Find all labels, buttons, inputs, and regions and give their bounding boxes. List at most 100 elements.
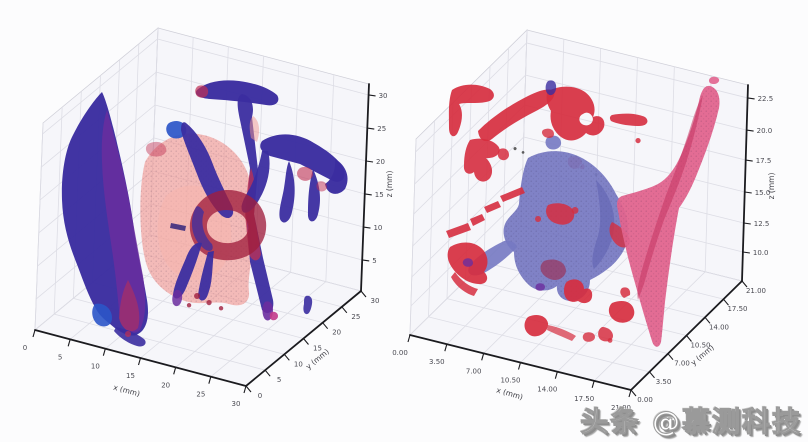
left-claw-hook [325,159,348,194]
left-salmon-red-bit [145,141,167,157]
right-red-inside-b [540,259,566,281]
left-sheet-tail [114,327,146,347]
left-claw-prong-b [279,161,295,223]
x-tick-label: 10.50 [500,377,520,385]
grid-line [157,38,369,96]
grid-line [428,316,650,373]
grid-line [154,104,367,162]
y-tick-mark [686,335,692,342]
grid-line [54,313,266,371]
x-tick-label: 15 [126,372,135,380]
left-leg-a [173,242,202,299]
left-sheet-blue-foot [92,303,112,327]
z-tick-label: 17.5 [756,157,772,165]
z-axis-label: z (mm) [767,173,776,200]
z-axis-spine [741,84,749,282]
x-tick-label: 25 [196,391,205,399]
y-tick-mark [723,298,729,306]
x-tick-mark [628,389,632,398]
y-tick-label: 5 [277,376,281,384]
y-tick-label: 20 [332,329,341,337]
right-red-cluster [463,138,500,182]
right-dash-d [446,223,471,238]
right-bottom-red-c [608,301,635,323]
grid-line [446,298,669,355]
right-ring-bit-red [541,128,554,138]
x-tick-mark [67,339,71,347]
x-tick-label: 30 [232,400,241,408]
left-blue-spot [166,120,187,139]
grid-line [428,120,435,317]
right-bottom-red-e [582,332,613,343]
right-red-speck-c [535,207,579,222]
z-tick-label: 30 [379,92,388,100]
z-tick-label: 20 [376,158,385,166]
right-blade-edge [637,95,703,300]
x-tick-mark [444,344,448,352]
left-claw-red-b [316,181,327,192]
y-tick-label: 30 [371,297,380,305]
x-tick-mark [481,353,485,361]
right-red-band [478,89,555,142]
y-tick-mark [741,280,748,288]
right-red-patch-a [448,84,494,137]
z-tick-mark [744,191,752,194]
x-tick-label: 7.00 [466,367,482,375]
y-tick-mark [245,385,252,393]
z-axis-spine [360,83,370,292]
grid-line [411,167,524,278]
left-stem [237,94,274,314]
right-ring-bit-blue [545,135,562,150]
z-tick-mark [364,193,372,196]
z-tick-label: 15 [375,191,384,199]
x-tick-mark [517,362,522,370]
right-red-sliver-top [609,113,648,126]
left-claw-red-a [297,166,313,181]
grid-line [523,136,745,193]
right-purple-speck-a [462,258,473,267]
z-tick-mark [368,94,376,97]
y-tick-label: 0 [258,392,262,400]
y-tick-mark [303,338,309,345]
y-tick-label: 7.00 [674,360,690,368]
right-dash-a [500,187,525,202]
left-sheet-purple-face [101,110,146,333]
y-tick-mark [322,322,329,330]
left-claw-body [260,134,345,182]
grid-line [53,107,63,315]
x-tick-label: 21.00 [611,404,631,412]
x-tick-label: 0 [23,344,27,352]
right-bottom-red-b [564,279,593,304]
z-tick-mark [365,160,374,163]
right-bottom-red-g [598,327,613,342]
x-axis-label: x (mm) [495,386,524,402]
x-tick-label: 3.50 [429,358,445,366]
z-axis-label: z (mm) [385,171,394,198]
x-axis-label: x (mm) [112,383,141,399]
grid-line [414,74,526,185]
grid-line [42,38,158,135]
right-bottom-red-d [620,287,631,298]
grid-line [502,48,509,245]
right-blade-top-bit [708,76,720,85]
z-tick-label: 22.5 [758,95,774,103]
watermark-text: 头条 @慕测科技 [580,405,802,439]
right-blue-top-bit [545,80,557,96]
z-tick-label: 5 [372,257,376,265]
y-tick-label: 10.50 [690,342,710,350]
x-tick-mark [137,357,142,366]
x-tick-mark [32,329,36,338]
x-tick-mark [407,334,411,343]
grid-line [130,43,140,251]
z-tick-label: 25 [377,125,386,133]
left-top-arm-red-tip [195,85,209,98]
x-tick-label: 17.50 [574,395,594,403]
y-tick-mark [649,371,655,379]
x-tick-label: 20 [161,381,170,389]
y-tick-mark [667,353,674,361]
y-tick-label: 25 [351,313,360,321]
z-tick-mark [742,251,750,254]
grid-line [409,138,417,336]
y-tick-mark [360,290,367,298]
